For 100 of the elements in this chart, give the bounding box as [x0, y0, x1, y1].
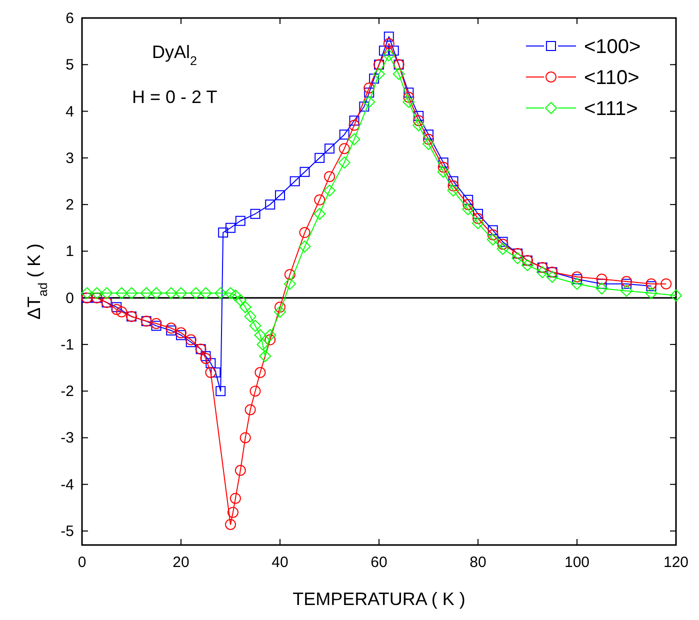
- point: [486, 234, 499, 246]
- point: [462, 199, 474, 210]
- point: [259, 350, 272, 362]
- point: [338, 143, 350, 154]
- point: [522, 259, 534, 272]
- point: [230, 492, 241, 504]
- point: [404, 88, 414, 98]
- point: [314, 152, 325, 163]
- point: [546, 270, 558, 283]
- point: [227, 506, 238, 518]
- point: [620, 284, 632, 297]
- point: [265, 200, 276, 210]
- point: [324, 144, 334, 154]
- point: [126, 287, 138, 300]
- point: [596, 274, 608, 285]
- annotation: DyAl$_{2}$: [152, 42, 198, 68]
- point: [298, 240, 311, 253]
- point: [571, 278, 583, 290]
- point: [447, 184, 460, 197]
- point: [176, 330, 186, 340]
- point: [438, 158, 448, 168]
- point: [463, 194, 474, 205]
- point: [186, 337, 196, 348]
- x-tick-label: 80: [470, 554, 486, 571]
- point: [166, 322, 177, 334]
- point: [166, 325, 176, 336]
- point: [200, 287, 212, 300]
- legend-label: <100>: [584, 36, 641, 58]
- point: [373, 68, 385, 80]
- point: [239, 301, 252, 314]
- point: [234, 294, 246, 306]
- point: [414, 110, 424, 121]
- point: [225, 518, 236, 530]
- point: [388, 46, 399, 56]
- point: [244, 404, 256, 416]
- point: [206, 358, 216, 368]
- point: [250, 208, 260, 219]
- point: [348, 120, 360, 131]
- point: [314, 194, 326, 206]
- point: [299, 227, 310, 238]
- point: [369, 74, 380, 84]
- y-tick-label: 4: [66, 103, 74, 120]
- y-tick-label: 2: [66, 196, 74, 214]
- point: [364, 82, 375, 94]
- point: [314, 208, 326, 220]
- legend-label: <111>: [584, 98, 638, 120]
- point: [536, 266, 548, 278]
- point: [264, 334, 276, 346]
- x-tick-label: 60: [370, 554, 388, 571]
- y-tick-label: 0: [66, 290, 74, 307]
- x-tick-label: 100: [564, 554, 590, 571]
- point: [572, 271, 582, 282]
- y-tick-label: -2: [60, 383, 74, 400]
- point: [621, 276, 632, 287]
- point: [226, 222, 236, 233]
- point: [190, 287, 202, 300]
- point: [437, 166, 450, 178]
- point: [116, 287, 128, 300]
- point: [165, 287, 178, 300]
- point: [100, 287, 113, 300]
- point: [111, 304, 122, 315]
- point: [112, 302, 122, 312]
- point: [274, 302, 286, 313]
- point: [596, 282, 608, 294]
- point: [210, 367, 221, 378]
- y-tick-label: 3: [66, 150, 74, 167]
- point: [254, 366, 266, 378]
- point: [422, 138, 434, 150]
- x-tick-label: 40: [272, 554, 288, 571]
- point: [250, 386, 261, 397]
- point: [645, 287, 658, 300]
- point: [383, 38, 394, 50]
- point: [218, 228, 228, 238]
- point: [670, 289, 682, 302]
- annotation: H = 0 - 2 T: [132, 87, 218, 107]
- point: [384, 32, 394, 42]
- point: [438, 162, 449, 173]
- point: [487, 229, 498, 240]
- point: [496, 242, 509, 255]
- point: [403, 92, 414, 103]
- point: [349, 116, 360, 126]
- point: [462, 203, 474, 216]
- point: [244, 310, 256, 322]
- y-tick-label: -1: [60, 336, 74, 354]
- point: [338, 156, 350, 169]
- point: [497, 238, 508, 250]
- point: [240, 432, 251, 444]
- point: [224, 287, 236, 300]
- point: [254, 329, 266, 342]
- point: [324, 184, 336, 197]
- point: [660, 278, 672, 290]
- point: [175, 287, 187, 300]
- point: [382, 49, 395, 62]
- y-tick-label: -4: [60, 476, 74, 494]
- point: [90, 287, 103, 300]
- point: [424, 130, 434, 140]
- x-tick-label: 20: [172, 554, 190, 571]
- point: [216, 386, 226, 396]
- point: [80, 287, 93, 300]
- point: [274, 306, 286, 318]
